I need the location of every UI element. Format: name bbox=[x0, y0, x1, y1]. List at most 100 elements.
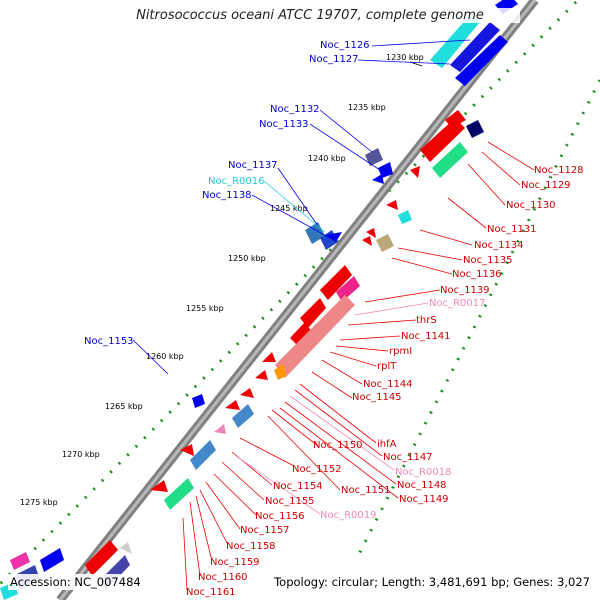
gene-label[interactable]: Noc_1130 bbox=[506, 200, 556, 211]
gene-label[interactable]: Noc_1153 bbox=[84, 336, 134, 347]
gene-block[interactable] bbox=[336, 276, 360, 302]
gene-block[interactable] bbox=[466, 120, 484, 138]
accession-label: Accession: NC_007484 bbox=[8, 574, 143, 590]
gene-label[interactable]: Noc_1139 bbox=[440, 285, 490, 296]
gene-label[interactable]: Noc_1132 bbox=[270, 104, 320, 115]
gene-label[interactable]: Noc_1150 bbox=[313, 440, 363, 451]
gene-block[interactable] bbox=[376, 234, 394, 252]
gene-label[interactable]: Noc_1156 bbox=[255, 511, 305, 522]
gene-label[interactable]: Noc_R0018 bbox=[395, 467, 452, 478]
gene-block[interactable] bbox=[450, 22, 500, 72]
gene-label[interactable]: Noc_1159 bbox=[210, 557, 260, 568]
gene-block[interactable] bbox=[120, 542, 132, 554]
gene-block[interactable] bbox=[164, 478, 194, 510]
gene-label[interactable]: Noc_1149 bbox=[399, 494, 449, 505]
gene-block[interactable] bbox=[430, 15, 480, 68]
kbp-tick-label: 1235 kbp bbox=[348, 103, 386, 112]
backbone-highlight bbox=[58, 0, 537, 600]
gene-label[interactable]: Noc_1127 bbox=[309, 54, 359, 65]
gene-label[interactable]: Noc_1154 bbox=[273, 481, 323, 492]
gene-label[interactable]: Noc_1129 bbox=[521, 180, 571, 191]
gene-block[interactable] bbox=[275, 295, 355, 378]
gene-label[interactable]: Noc_1126 bbox=[320, 40, 370, 51]
gene-label[interactable]: Noc_1138 bbox=[202, 190, 252, 201]
kbp-tick-label: 1230 kbp bbox=[386, 53, 424, 62]
gene-block[interactable] bbox=[386, 200, 398, 210]
gene-label[interactable]: Noc_1135 bbox=[463, 255, 513, 266]
gene-block[interactable] bbox=[445, 110, 466, 128]
gene-block[interactable] bbox=[232, 404, 254, 428]
kbp-tick-label: 1270 kbp bbox=[62, 450, 100, 459]
gene-label[interactable]: Noc_1131 bbox=[487, 224, 537, 235]
reverse-strand-genes bbox=[85, 110, 484, 590]
gene-label[interactable]: Noc_1152 bbox=[292, 464, 342, 475]
gene-label[interactable]: Noc_R0017 bbox=[429, 298, 486, 309]
gene-block[interactable] bbox=[274, 364, 286, 380]
gene-block[interactable] bbox=[180, 444, 194, 456]
kbp-tick-label: 1240 kbp bbox=[308, 154, 346, 163]
gene-block[interactable] bbox=[372, 174, 384, 184]
gene-block[interactable] bbox=[320, 265, 352, 300]
kbp-tick-label: 1260 kbp bbox=[146, 352, 184, 361]
gene-block[interactable] bbox=[420, 118, 465, 162]
gene-label[interactable]: Noc_1148 bbox=[397, 480, 447, 491]
gene-block[interactable] bbox=[85, 540, 118, 576]
gene-block[interactable] bbox=[362, 236, 372, 246]
gene-label[interactable]: Noc_1141 bbox=[401, 331, 451, 342]
gene-label[interactable]: Noc_R0016 bbox=[208, 176, 265, 187]
gene-label[interactable]: Noc_1145 bbox=[352, 392, 402, 403]
gene-block[interactable] bbox=[262, 352, 276, 362]
gene-label[interactable]: rpmI bbox=[389, 346, 412, 357]
gene-block[interactable] bbox=[255, 370, 268, 380]
gene-block[interactable] bbox=[366, 228, 376, 238]
gene-block[interactable] bbox=[378, 162, 393, 178]
gene-label[interactable]: rplT bbox=[377, 361, 397, 372]
gene-label[interactable]: Noc_1137 bbox=[228, 160, 278, 171]
left-gene-labels: Noc_1126 Noc_1127 Noc_1132 Noc_1133 Noc_… bbox=[84, 39, 471, 375]
gene-label[interactable]: Noc_1151 bbox=[341, 485, 391, 496]
gene-block[interactable] bbox=[214, 424, 226, 434]
kbp-tick-label: 1265 kbp bbox=[105, 402, 143, 411]
gene-block[interactable] bbox=[455, 35, 508, 86]
gene-block[interactable] bbox=[300, 298, 326, 328]
gene-label[interactable]: Noc_1128 bbox=[534, 165, 584, 176]
kbp-scale: 1230 kbp 1235 kbp 1240 kbp 1245 kbp 1250… bbox=[20, 53, 424, 507]
gene-block[interactable] bbox=[10, 552, 30, 570]
gene-label[interactable]: Noc_1133 bbox=[259, 119, 309, 130]
map-title: Nitrosococcus oceani ATCC 19707, complet… bbox=[100, 8, 520, 23]
right-gene-labels: Noc_1128 Noc_1129 Noc_1130 Noc_1131 Noc_… bbox=[182, 141, 584, 598]
gene-block[interactable] bbox=[192, 394, 205, 408]
gene-block[interactable] bbox=[240, 388, 254, 398]
gene-block[interactable] bbox=[150, 480, 168, 492]
gene-block[interactable] bbox=[432, 142, 468, 178]
gene-label[interactable]: ihfA bbox=[377, 439, 397, 450]
gene-block[interactable] bbox=[40, 548, 64, 572]
gene-label[interactable]: Noc_1144 bbox=[363, 379, 413, 390]
kbp-tick-label: 1275 kbp bbox=[20, 498, 58, 507]
kbp-tick-label: 1245 kbp bbox=[270, 204, 308, 213]
gene-block[interactable] bbox=[190, 440, 216, 470]
gene-block[interactable] bbox=[290, 322, 312, 346]
gene-label[interactable]: Noc_1155 bbox=[265, 496, 315, 507]
gene-label[interactable]: Noc_1147 bbox=[383, 452, 433, 463]
gene-label[interactable]: Noc_1134 bbox=[474, 240, 524, 251]
kbp-tick-label: 1250 kbp bbox=[228, 254, 266, 263]
gene-label[interactable]: Noc_1160 bbox=[198, 572, 248, 583]
gene-label[interactable]: Noc_1136 bbox=[452, 269, 502, 280]
gc-content-outer-track bbox=[0, 0, 578, 586]
gene-label[interactable]: Noc_1161 bbox=[186, 587, 236, 598]
gene-block[interactable] bbox=[398, 210, 412, 224]
gene-label[interactable]: Noc_R0019 bbox=[320, 510, 377, 521]
gene-block[interactable] bbox=[325, 232, 342, 242]
gene-block[interactable] bbox=[365, 148, 383, 166]
gene-label[interactable]: Noc_1158 bbox=[226, 541, 276, 552]
gene-block[interactable] bbox=[410, 166, 420, 178]
gc-content-inner-track bbox=[354, 79, 600, 561]
topology-info: Topology: circular; Length: 3,481,691 bp… bbox=[272, 574, 592, 590]
gene-label[interactable]: thrS bbox=[416, 315, 437, 326]
gene-block[interactable] bbox=[225, 400, 240, 410]
gene-label[interactable]: Noc_1157 bbox=[240, 525, 290, 536]
kbp-tick-label: 1255 kbp bbox=[186, 304, 224, 313]
